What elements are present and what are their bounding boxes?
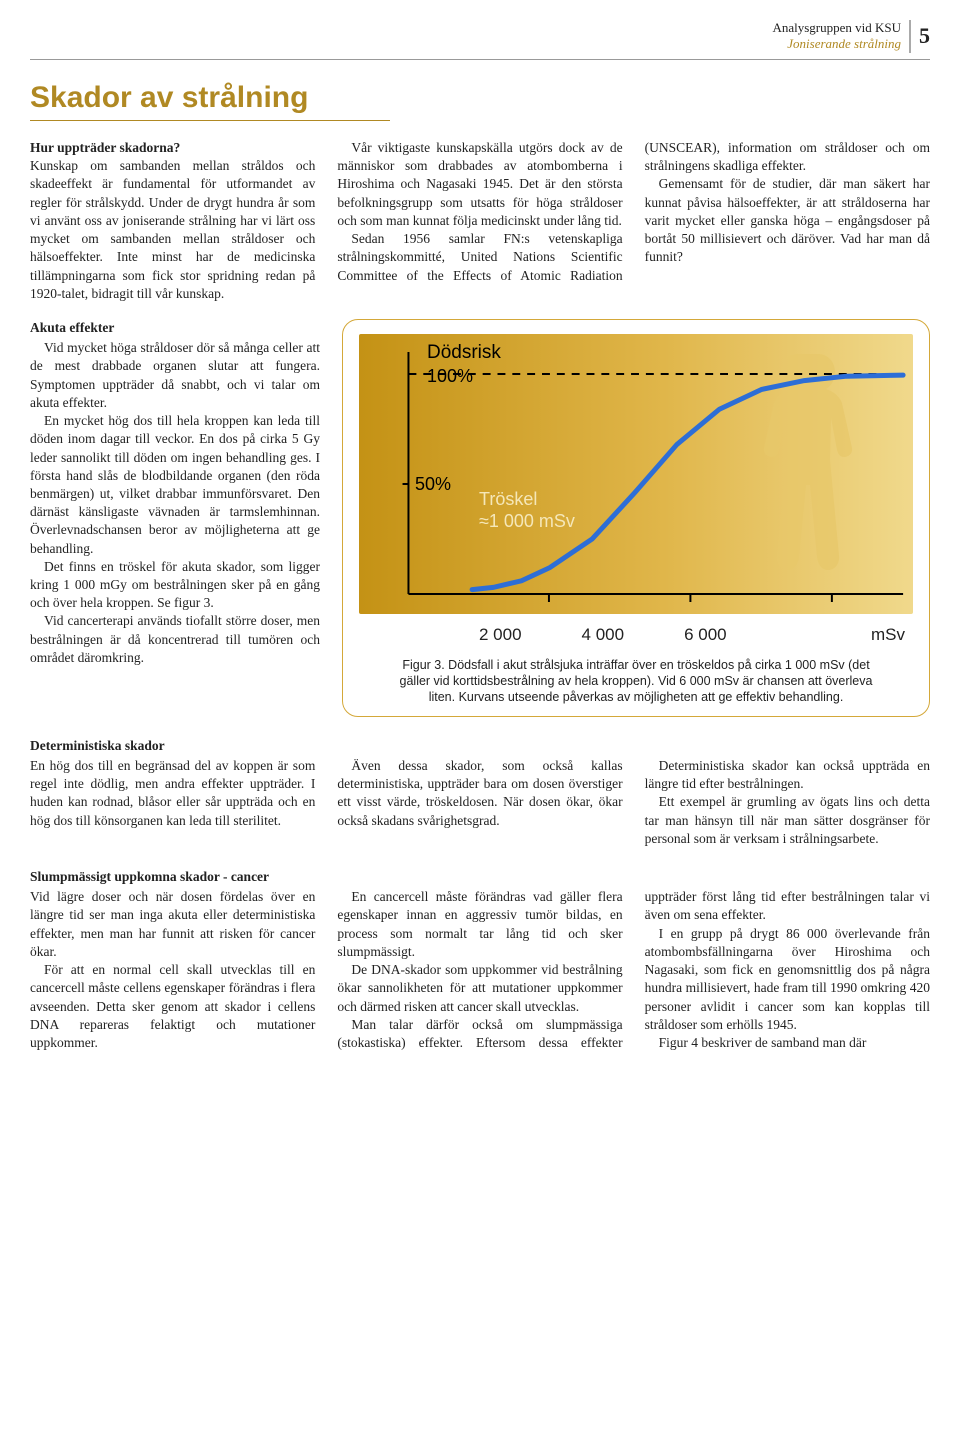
acute-section: Akuta effekter Vid mycket höga stråldose… (30, 319, 930, 717)
page-title: Skador av strålning (30, 78, 930, 119)
stochastic-heading: Slumpmässigt uppkomna skador - cancer (30, 868, 930, 886)
acute-p4: Vid cancerterapi används tiofallt större… (30, 612, 320, 667)
sto-p2: För att en normal cell skall utvecklas t… (30, 961, 315, 1052)
deterministic-heading: Deterministiska skador (30, 737, 930, 755)
intro-columns: Hur uppträder skadorna? Kunskap om samba… (30, 139, 930, 303)
sto-p1: Vid lägre doser och när dosen fördelas ö… (30, 888, 315, 961)
acute-text: Akuta effekter Vid mycket höga stråldose… (30, 319, 320, 717)
intro-p1: Kunskap om sambanden mellan stråldos och… (30, 158, 315, 301)
x-tick-label: 6 000 (684, 624, 727, 647)
det-p2: Även dessa skador, som också kallas dete… (337, 757, 622, 830)
acute-heading: Akuta effekter (30, 319, 320, 337)
threshold-label: Tröskel ≈1 000 mSv (479, 489, 575, 532)
x-unit: mSv (871, 624, 913, 647)
x-tick-label: 4 000 (582, 624, 625, 647)
intro-p4: Gemensamt för de studier, där man säkert… (645, 175, 930, 266)
header-org: Analysgruppen vid KSU (772, 20, 901, 36)
det-p1: En hög dos till en begränsad del av kopp… (30, 757, 315, 830)
y-axis-title: Dödsrisk (427, 340, 501, 366)
threshold-value: ≈1 000 mSv (479, 511, 575, 531)
figure-caption: Figur 3. Dödsfall i akut strålsjuka intr… (359, 657, 913, 706)
figure-3: Dödsrisk 100% 50% Tröskel ≈1 000 mSv 2 0… (342, 319, 930, 717)
y-tick-50: 50% (415, 472, 451, 496)
header-meta: Analysgruppen vid KSU Joniserande stråln… (772, 20, 911, 53)
intro-lead: Hur uppträder skadorna? (30, 140, 180, 155)
title-rule (30, 120, 390, 121)
intro-p2: Vår viktigaste kunskapskälla utgörs dock… (337, 139, 622, 230)
page-number: 5 (919, 21, 930, 51)
sto-p7: Figur 4 beskriver de samband man där (645, 1034, 930, 1052)
threshold-word: Tröskel (479, 489, 537, 509)
stochastic-columns: Vid lägre doser och när dosen fördelas ö… (30, 888, 930, 1052)
acute-p1: Vid mycket höga stråldoser dör så många … (30, 339, 320, 412)
det-p3: Deterministiska skador kan också uppträd… (645, 757, 930, 793)
sto-p4: De DNA-skador som uppkommer vid bestråln… (337, 961, 622, 1016)
page-header: Analysgruppen vid KSU Joniserande stråln… (30, 20, 930, 53)
chart-plot-area: Dödsrisk 100% 50% Tröskel ≈1 000 mSv (359, 334, 913, 614)
deterministic-columns: En hög dos till en begränsad del av kopp… (30, 757, 930, 848)
acute-p3: Det finns en tröskel för akuta skador, s… (30, 558, 320, 613)
header-rule (30, 59, 930, 60)
x-tick-label: 2 000 (479, 624, 522, 647)
det-p4: Ett exempel är grumling av ögats lins oc… (645, 793, 930, 848)
risk-curve (472, 375, 903, 589)
sto-p6: I en grupp på drygt 86 000 överlevande f… (645, 925, 930, 1034)
x-axis-labels: 2 000 4 000 6 000 mSv (359, 624, 913, 647)
sto-p3: En cancercell måste förändras vad gäller… (337, 888, 622, 961)
y-tick-100: 100% (427, 364, 473, 388)
header-topic: Joniserande strålning (772, 36, 901, 52)
acute-p2: En mycket hög dos till hela kroppen kan … (30, 412, 320, 558)
